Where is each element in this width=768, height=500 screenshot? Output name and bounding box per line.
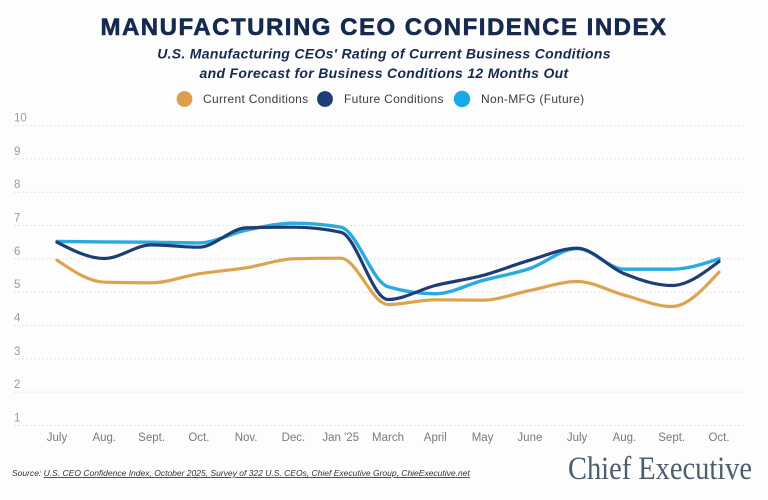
svg-text:June: June: [517, 432, 542, 444]
svg-text:Aug.: Aug.: [613, 432, 637, 444]
svg-text:2: 2: [14, 379, 20, 391]
svg-text:Oct.: Oct.: [188, 432, 209, 444]
svg-text:U.S. Manufacturing CEOs' Ratin: U.S. Manufacturing CEOs' Rating of Curre…: [157, 46, 611, 62]
svg-text:Oct.: Oct.: [708, 432, 729, 444]
svg-text:Dec.: Dec.: [282, 432, 306, 444]
svg-text:Source: U.S. CEO Confidence In: Source: U.S. CEO Confidence Index, Octob…: [12, 468, 470, 478]
svg-text:4: 4: [14, 313, 21, 325]
svg-text:March: March: [372, 432, 404, 444]
svg-text:Jan '25: Jan '25: [322, 432, 359, 444]
svg-text:Non-MFG (Future): Non-MFG (Future): [481, 92, 584, 106]
svg-text:Current Conditions: Current Conditions: [203, 92, 308, 106]
svg-text:Chief Executive: Chief Executive: [568, 451, 752, 487]
svg-text:3: 3: [14, 346, 20, 358]
svg-text:5: 5: [14, 279, 20, 291]
svg-text:Sept.: Sept.: [138, 432, 165, 444]
svg-text:July: July: [567, 432, 588, 444]
svg-text:April: April: [424, 432, 447, 444]
svg-text:8: 8: [14, 179, 20, 191]
svg-text:Aug.: Aug.: [92, 432, 116, 444]
svg-text:Future Conditions: Future Conditions: [344, 92, 444, 106]
svg-text:MANUFACTURING CEO CONFIDENCE I: MANUFACTURING CEO CONFIDENCE INDEX: [100, 14, 667, 41]
svg-text:1: 1: [14, 412, 20, 424]
svg-text:and Forecast for Business Cond: and Forecast for Business Conditions 12 …: [200, 65, 570, 81]
svg-text:Sept.: Sept.: [658, 432, 685, 444]
svg-text:7: 7: [14, 213, 20, 225]
svg-text:9: 9: [14, 146, 20, 158]
svg-text:July: July: [47, 432, 68, 444]
svg-text:Nov.: Nov.: [235, 432, 258, 444]
svg-text:10: 10: [14, 113, 27, 125]
svg-text:May: May: [472, 432, 494, 444]
svg-text:6: 6: [14, 246, 20, 258]
